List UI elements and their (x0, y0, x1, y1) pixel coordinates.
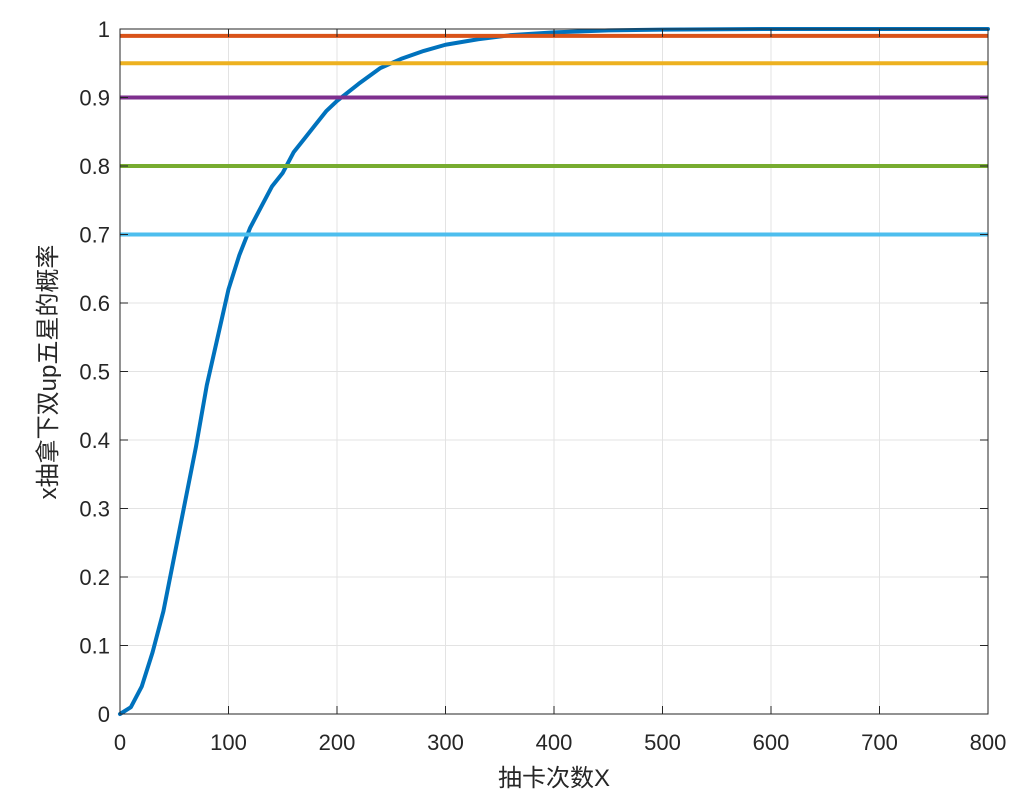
y-tick-label: 0.7 (79, 223, 110, 248)
y-tick-label: 0.4 (79, 428, 110, 453)
y-tick-label: 0.9 (79, 86, 110, 111)
y-axis-label: x抽拿下双up五星的概率 (35, 245, 62, 500)
x-tick-label: 800 (970, 730, 1007, 755)
y-tick-label: 0.1 (79, 634, 110, 659)
y-tick-label: 0.3 (79, 497, 110, 522)
x-tick-label: 700 (861, 730, 898, 755)
x-tick-label: 500 (644, 730, 681, 755)
x-tick-label: 600 (753, 730, 790, 755)
x-tick-label: 0 (114, 730, 126, 755)
y-tick-label: 0.5 (79, 360, 110, 385)
y-tick-label: 0.6 (79, 291, 110, 316)
x-tick-label: 100 (210, 730, 247, 755)
y-tick-label: 0.2 (79, 565, 110, 590)
x-tick-label: 200 (319, 730, 356, 755)
y-tick-label: 0.8 (79, 154, 110, 179)
x-tick-label: 300 (427, 730, 464, 755)
probability-curve (118, 27, 990, 716)
x-tick-label: 400 (536, 730, 573, 755)
y-tick-label: 1 (98, 17, 110, 42)
ticks: 0 100 200 300 400 500 600 700 800 0 0.1 0.2 0.3 0.4 0.… (79, 17, 1006, 755)
x-axis-label: 抽卡次数X (498, 765, 610, 792)
y-tick-label: 0 (98, 702, 110, 727)
